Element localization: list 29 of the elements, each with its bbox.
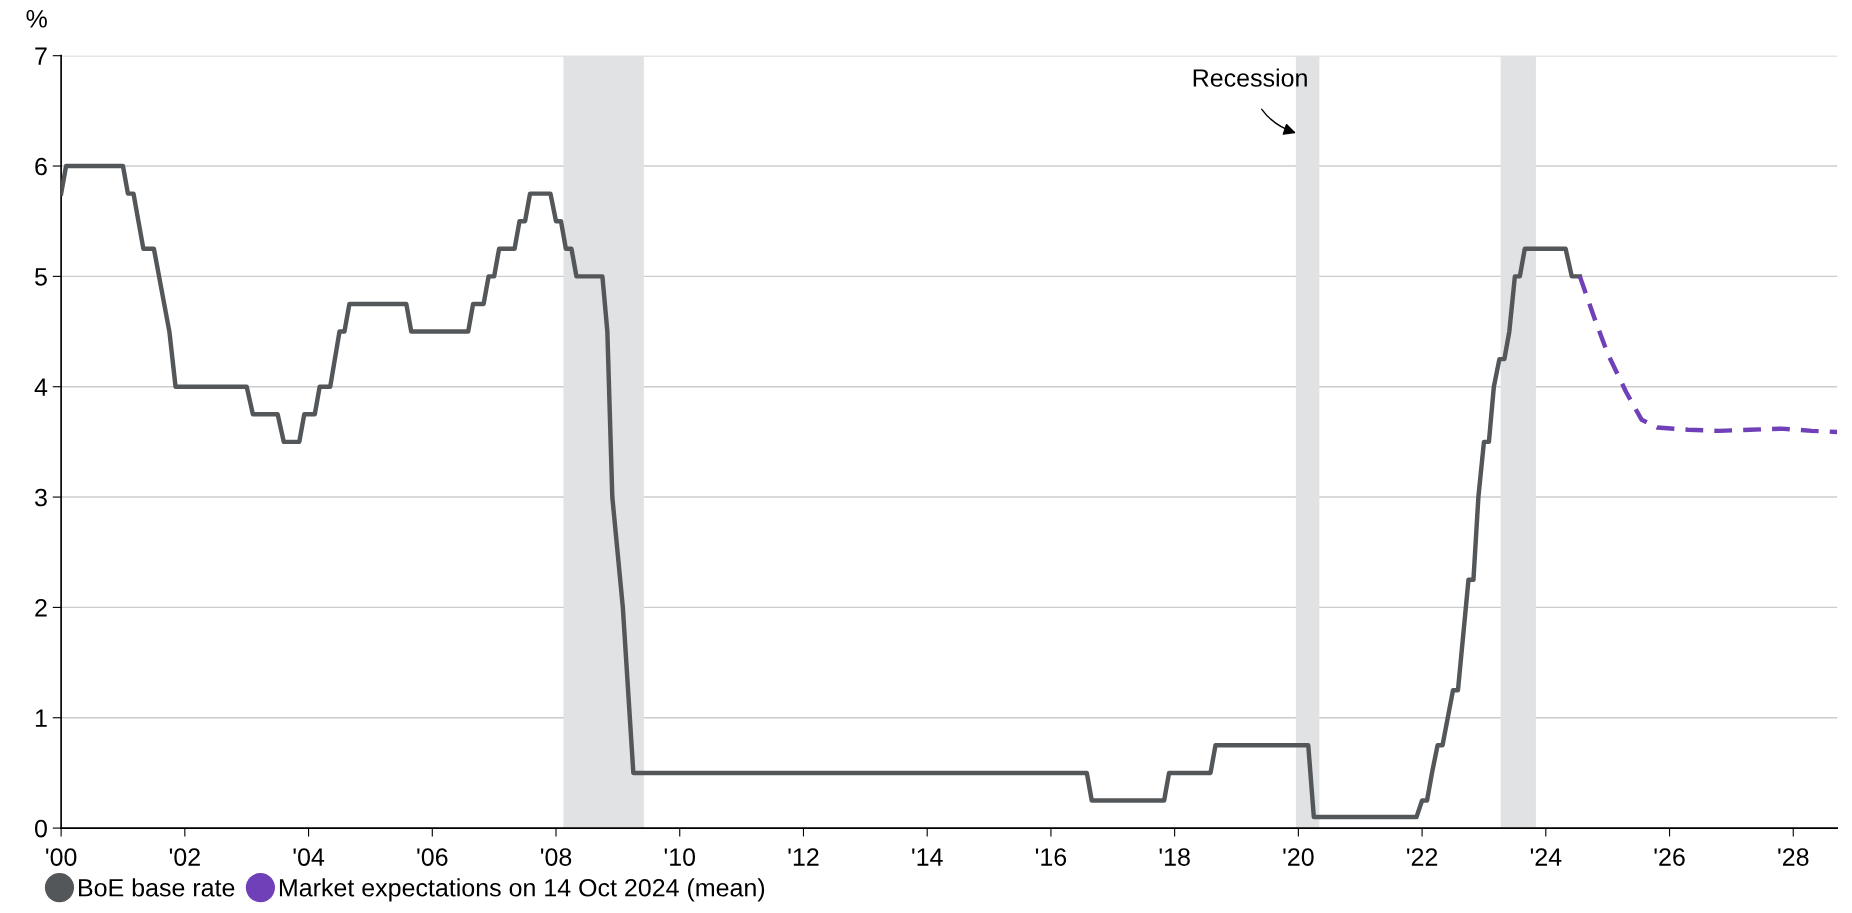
y-tick-label: 2 [35,599,47,617]
x-tick-label: '22 [1407,848,1438,866]
annotation: Recession [1193,68,1307,87]
x-tick-label: '06 [417,848,448,866]
y-tick-label: 0 [35,819,47,838]
x-tick-label: '26 [1654,848,1685,866]
x-tick-label: '00 [46,848,77,866]
x-tick-label: '24 [1530,848,1562,866]
y-tick-label: 4 [34,378,48,396]
y-tick-label: 7 [35,47,47,65]
x-tick-label: '08 [541,848,572,866]
legend-label: Market expectations on 14 Oct 2024 (mean) [279,878,765,902]
y-axis-title: % [26,10,47,28]
x-tick-label: '12 [788,848,819,866]
legend-label: BoE base rate [79,878,235,897]
line-series [61,163,1583,820]
y-tick-label: 5 [35,268,47,286]
y-tick-label: 1 [35,709,47,727]
y-tick-label: 6 [35,157,47,176]
x-tick-label: '14 [912,848,943,866]
x-tick-label: '28 [1778,848,1809,866]
x-tick-label: '02 [169,848,200,866]
x-tick-label: '04 [293,848,325,866]
x-tick-label: '10 [664,848,696,866]
x-tick-label: '16 [1035,848,1067,866]
line-series [1577,274,1838,435]
y-tick-label: 3 [34,488,47,507]
x-tick-label: '20 [1283,848,1314,866]
x-tick-label: '18 [1159,848,1190,866]
